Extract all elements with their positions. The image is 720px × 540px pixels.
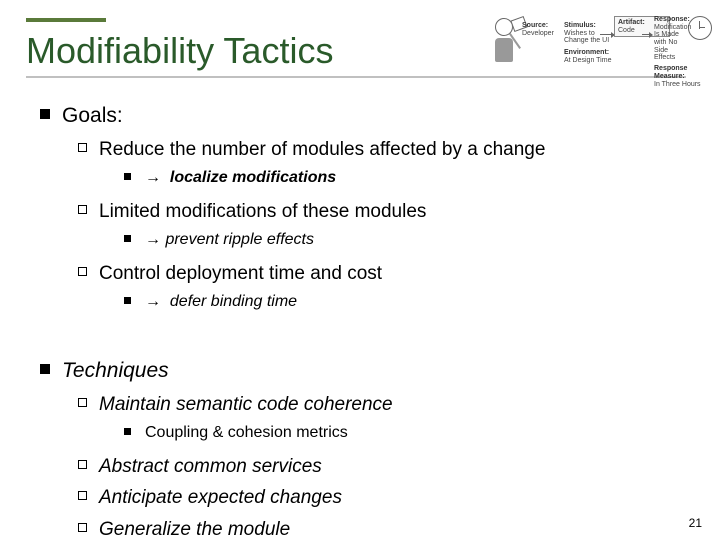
technique-text: Generalize the module [99, 515, 290, 540]
goal-text: Reduce the number of modules affected by… [99, 135, 545, 164]
page-number: 21 [689, 516, 702, 530]
diagram-response: Response: Modification Is Made with No S… [654, 16, 714, 88]
diagram-measure-value: In Three Hours [654, 81, 714, 89]
bullet-hollow-icon [78, 523, 87, 532]
goals-heading: Goals: [40, 100, 680, 133]
bullet-square-icon [40, 109, 50, 119]
bullet-small-icon [124, 297, 131, 304]
accent-bar [26, 18, 106, 22]
goal-sub: → localize modifications [124, 166, 680, 191]
technique-text: Anticipate expected changes [99, 483, 342, 512]
bullet-small-icon [124, 173, 131, 180]
goal-item: Limited modifications of these modules [78, 197, 680, 226]
technique-sub-text: Coupling & cohesion metrics [145, 421, 348, 446]
diagram-stimulus: Stimulus: Wishes to Change the UI Enviro… [564, 22, 620, 64]
bullet-small-icon [124, 235, 131, 242]
goal-text: Limited modifications of these modules [99, 197, 426, 226]
goal-item: Reduce the number of modules affected by… [78, 135, 680, 164]
goal-text: Control deployment time and cost [99, 259, 382, 288]
bullet-hollow-icon [78, 398, 87, 407]
scenario-diagram: Source: Developer Stimulus: Wishes to Ch… [486, 14, 706, 94]
diagram-response-value: Modification Is Made with No Side Effect… [654, 24, 688, 62]
bullet-hollow-icon [78, 205, 87, 214]
goal-sub: → prevent ripple effects [124, 228, 680, 253]
bullet-square-icon [40, 364, 50, 374]
bullet-hollow-icon [78, 460, 87, 469]
arrow-icon [600, 34, 614, 35]
slide-body: Goals: Reduce the number of modules affe… [40, 100, 680, 540]
goal-sub-text: → prevent ripple effects [145, 228, 314, 253]
clock-icon [688, 16, 712, 40]
goal-sub-text: → localize modifications [145, 166, 336, 191]
goal-sub-text: → defer binding time [145, 290, 297, 315]
diagram-stimulus-label: Stimulus: [564, 22, 620, 30]
diagram-response-label: Response: [654, 16, 688, 24]
bullet-hollow-icon [78, 491, 87, 500]
bullet-hollow-icon [78, 143, 87, 152]
technique-item: Abstract common services [78, 452, 680, 481]
goals-label: Goals: [62, 100, 123, 133]
diagram-env-value: At Design Time [564, 57, 620, 65]
technique-item: Generalize the module [78, 515, 680, 540]
diagram-measure-label: Response Measure: [654, 65, 714, 80]
technique-text: Abstract common services [99, 452, 322, 481]
techniques-label: Techniques [62, 355, 169, 388]
goal-item: Control deployment time and cost [78, 259, 680, 288]
goal-sub: → defer binding time [124, 290, 680, 315]
bullet-hollow-icon [78, 267, 87, 276]
technique-sub: Coupling & cohesion metrics [124, 421, 680, 446]
diagram-env-label: Environment: [564, 49, 620, 57]
technique-item: Anticipate expected changes [78, 483, 680, 512]
technique-item: Maintain semantic code coherence [78, 390, 680, 419]
techniques-heading: Techniques [40, 355, 680, 388]
arrow-icon [642, 34, 652, 35]
technique-text: Maintain semantic code coherence [99, 390, 393, 419]
bullet-small-icon [124, 428, 131, 435]
developer-icon [486, 18, 522, 78]
